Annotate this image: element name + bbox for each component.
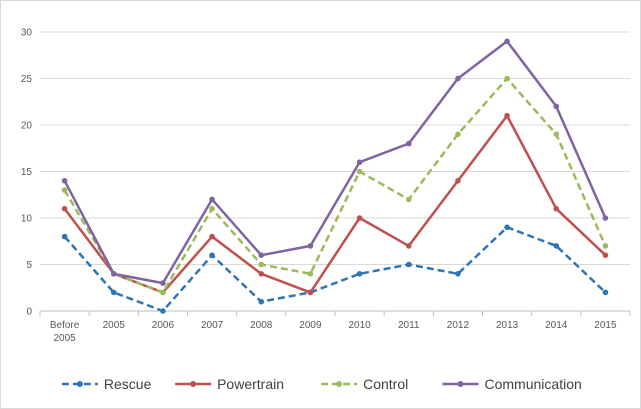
x-tick-label: 2009: [299, 320, 322, 331]
x-tick-label: 2005: [103, 320, 126, 331]
legend-item-communication: Communication: [442, 376, 582, 392]
x-tick-label: 2008: [250, 320, 273, 331]
x-tick-label: Before 2005: [50, 320, 80, 344]
data-point: [356, 159, 363, 165]
data-point: [504, 112, 510, 119]
data-point: [61, 233, 68, 240]
data-point: [405, 140, 412, 147]
data-point: [356, 271, 363, 277]
data-point: [209, 205, 215, 212]
data-point: [61, 187, 68, 193]
data-point: [455, 131, 461, 138]
legend-item-powertrain: Powertrain: [175, 376, 284, 392]
series-line-control: [63, 77, 607, 294]
data-point: [405, 196, 412, 203]
gridlines: [40, 31, 630, 312]
data-point: [553, 205, 560, 212]
data-point: [455, 75, 461, 82]
x-tick-label: 2010: [348, 320, 371, 331]
data-point: [553, 103, 560, 110]
data-point: [110, 289, 117, 296]
data-point: [553, 131, 560, 138]
legend-label: Control: [363, 376, 408, 392]
series-control: [61, 75, 609, 296]
data-point: [602, 215, 609, 221]
x-tick-label: 2012: [447, 320, 470, 331]
data-point: [258, 252, 265, 258]
data-point: [307, 271, 314, 277]
data-point: [209, 233, 215, 240]
legend: Rescue Powertrain Control Communication: [61, 376, 582, 392]
data-point: [160, 308, 166, 314]
data-point: [356, 168, 363, 175]
legend-label: Powertrain: [217, 376, 284, 392]
data-point: [602, 252, 609, 258]
series-line-rescue: [63, 226, 607, 313]
data-point: [160, 280, 166, 286]
y-tick-label: 20: [21, 121, 33, 132]
data-point: [602, 289, 609, 296]
series-rescue: [61, 224, 609, 314]
data-point: [356, 215, 363, 221]
data-point: [258, 298, 265, 305]
data-point: [405, 243, 412, 249]
data-point: [61, 178, 68, 184]
data-point: [504, 38, 510, 45]
legend-item-control: Control: [321, 376, 408, 392]
x-tick-label: 2014: [545, 320, 568, 331]
x-axis: Before 2005 2005 2006 2007 2008 2009 2010 2011 20…: [39, 311, 631, 344]
legend-marker: [457, 381, 464, 387]
legend-item-rescue: Rescue: [61, 376, 152, 392]
y-tick-label: 15: [21, 167, 33, 178]
data-point: [110, 271, 117, 277]
legend-marker: [336, 381, 343, 387]
legend-label: Rescue: [104, 376, 152, 392]
data-point: [455, 271, 461, 277]
y-tick-label: 25: [21, 74, 33, 85]
legend-marker: [190, 381, 197, 387]
data-point: [405, 261, 412, 268]
series-communication: [61, 38, 609, 286]
y-tick-label: 10: [21, 214, 33, 225]
x-tick-label: 2011: [398, 320, 420, 331]
data-point: [504, 224, 510, 231]
data-point: [258, 261, 265, 268]
x-tick-label: 2013: [496, 320, 519, 331]
x-tick-label: 2015: [594, 320, 617, 331]
legend-marker: [76, 381, 83, 387]
data-point: [602, 243, 609, 249]
data-point: [553, 243, 560, 249]
series-lines: [61, 38, 609, 314]
data-point: [307, 243, 314, 249]
data-point: [504, 75, 510, 82]
legend-label: Communication: [485, 376, 582, 392]
x-tick-label: 2006: [152, 320, 175, 331]
series-line-powertrain: [63, 114, 607, 294]
y-tick-label: 5: [26, 260, 32, 271]
data-point: [455, 178, 461, 184]
data-point: [209, 196, 215, 203]
y-axis: 0 5 10 15 20 25 30: [21, 28, 33, 318]
y-tick-label: 0: [26, 307, 32, 318]
data-point: [307, 289, 314, 296]
series-line-communication: [63, 40, 607, 285]
x-tick-label: 2007: [201, 320, 224, 331]
y-tick-label: 30: [21, 28, 33, 39]
data-point: [160, 289, 166, 296]
data-point: [209, 252, 215, 258]
data-point: [61, 205, 68, 212]
data-point: [258, 271, 265, 277]
